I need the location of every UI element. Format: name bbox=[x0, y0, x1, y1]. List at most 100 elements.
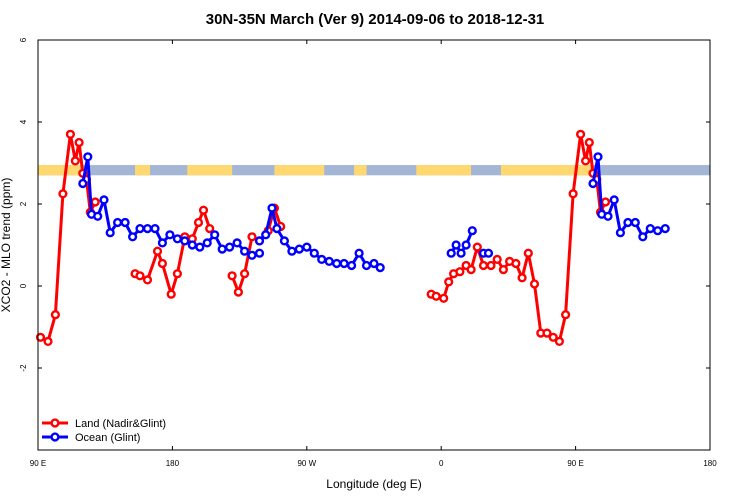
data-point bbox=[90, 197, 100, 207]
data-point bbox=[483, 248, 494, 258]
x-tick-labels: 90 E 180 90 W 0 90 E 180 bbox=[30, 459, 717, 468]
data-point bbox=[466, 265, 476, 275]
data-point bbox=[120, 217, 130, 228]
land-band bbox=[500, 165, 594, 176]
data-point bbox=[593, 152, 603, 162]
data-point bbox=[70, 156, 80, 166]
data-point bbox=[317, 254, 327, 265]
data-point bbox=[142, 224, 153, 234]
data-point bbox=[609, 195, 619, 205]
legend-marker bbox=[50, 418, 60, 428]
data-point bbox=[369, 258, 379, 269]
plot-frame bbox=[37, 39, 711, 451]
data-point bbox=[361, 260, 372, 271]
data-point bbox=[247, 232, 257, 242]
land-band bbox=[38, 165, 83, 176]
y-axis-label: XCO2 - MLO trend (ppm) bbox=[0, 178, 13, 313]
data-point bbox=[74, 137, 84, 148]
data-point bbox=[157, 258, 168, 269]
data-point bbox=[35, 332, 46, 342]
x-tick-label: 180 bbox=[166, 459, 180, 468]
data-point bbox=[165, 230, 175, 240]
data-point bbox=[456, 248, 466, 258]
data-point bbox=[225, 242, 235, 252]
data-point bbox=[172, 269, 183, 279]
data-point bbox=[233, 287, 244, 297]
data-point bbox=[279, 236, 290, 246]
data-point bbox=[247, 250, 257, 260]
data-point bbox=[575, 129, 586, 139]
data-point bbox=[272, 224, 282, 234]
data-point bbox=[50, 310, 61, 320]
data-point bbox=[135, 224, 145, 234]
data-point bbox=[232, 238, 242, 248]
chart-title: 30N-35N March (Ver 9) 2014-09-06 to 2018… bbox=[206, 11, 545, 28]
data-point bbox=[603, 211, 613, 221]
data-point bbox=[498, 265, 509, 275]
land-band bbox=[135, 165, 150, 176]
data-point bbox=[254, 236, 265, 246]
data-point bbox=[227, 271, 237, 281]
data-point bbox=[511, 258, 521, 269]
y-tick-label: -2 bbox=[19, 364, 28, 372]
legend-marker bbox=[50, 432, 60, 442]
legend-label: Ocean (Glint) bbox=[75, 432, 140, 444]
data-point bbox=[472, 242, 482, 252]
y-tick-label: 2 bbox=[19, 201, 28, 206]
series-ocean bbox=[78, 152, 670, 273]
data-point bbox=[128, 232, 138, 242]
data-point bbox=[446, 248, 456, 258]
y-tick-label: 4 bbox=[19, 119, 28, 124]
data-point bbox=[542, 328, 552, 338]
data-point bbox=[65, 129, 76, 139]
data-point bbox=[294, 244, 304, 254]
series-layer bbox=[35, 129, 670, 347]
data-point bbox=[205, 224, 215, 234]
data-point bbox=[261, 230, 271, 240]
x-tick-label: 0 bbox=[439, 459, 444, 468]
data-point bbox=[523, 248, 533, 258]
data-point bbox=[354, 248, 364, 258]
data-point bbox=[645, 224, 655, 234]
x-tick-label: 180 bbox=[703, 459, 717, 468]
data-point bbox=[600, 197, 611, 207]
data-point bbox=[142, 275, 153, 285]
x-tick-label: 90 E bbox=[567, 459, 583, 468]
land-band bbox=[416, 165, 472, 176]
data-point bbox=[560, 310, 571, 320]
data-point bbox=[568, 189, 578, 199]
data-point bbox=[187, 240, 197, 250]
data-point bbox=[580, 156, 591, 166]
data-point bbox=[105, 228, 115, 238]
data-point bbox=[548, 332, 558, 342]
data-point bbox=[217, 244, 227, 254]
data-point bbox=[492, 254, 502, 265]
data-point bbox=[195, 242, 205, 252]
x-tick-label: 90 E bbox=[30, 459, 46, 468]
data-point bbox=[99, 195, 109, 205]
data-point bbox=[638, 232, 648, 242]
data-point bbox=[152, 246, 163, 256]
land-band bbox=[187, 165, 233, 176]
data-point bbox=[588, 178, 598, 189]
data-point bbox=[180, 236, 190, 246]
data-point bbox=[309, 248, 319, 258]
data-point bbox=[254, 248, 265, 258]
data-point bbox=[461, 240, 471, 250]
data-point bbox=[210, 230, 220, 240]
data-point bbox=[444, 277, 454, 287]
surface-band bbox=[38, 165, 710, 176]
data-point bbox=[78, 178, 88, 189]
data-point bbox=[193, 217, 204, 228]
data-point bbox=[83, 152, 93, 162]
data-point bbox=[339, 258, 349, 269]
data-point bbox=[529, 279, 540, 289]
data-point bbox=[166, 289, 176, 299]
y-tick-labels: -2 0 2 4 6 bbox=[19, 37, 28, 371]
data-point bbox=[240, 269, 250, 279]
data-point bbox=[623, 217, 633, 228]
data-point bbox=[451, 240, 461, 250]
data-point bbox=[58, 189, 68, 199]
